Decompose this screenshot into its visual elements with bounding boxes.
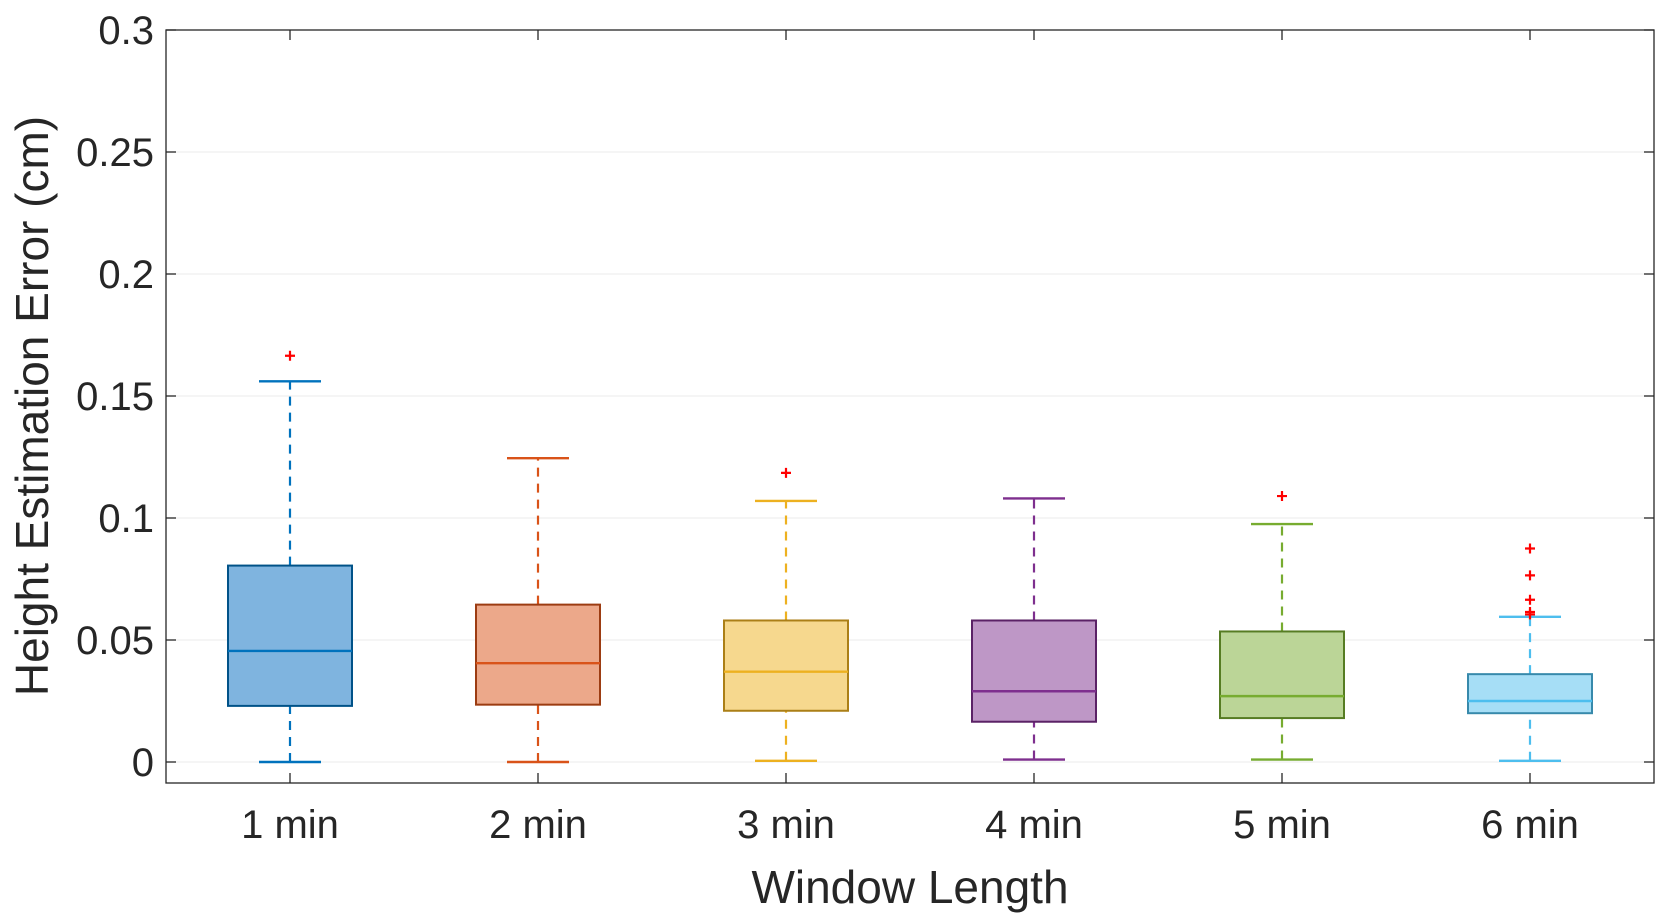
iqr-box — [971, 619, 1097, 723]
axis-ticks: 0 0.05 0.1 0.15 0.2 0.25 0.3 1 min 2 min 3 min 4 m… — [76, 9, 1654, 847]
outlier-marker — [1525, 606, 1535, 617]
plot-area-frame — [165, 29, 1655, 784]
outlier-marker — [1525, 543, 1535, 554]
box-2-min — [475, 457, 601, 764]
outlier-marker — [1277, 491, 1287, 502]
x-axis-label: Window Length — [751, 861, 1068, 913]
x-tick-label: 5 min — [1233, 803, 1331, 847]
iqr-box — [1219, 630, 1345, 720]
y-tick-label: 0.2 — [98, 253, 154, 297]
box-4-min — [971, 497, 1097, 761]
y-axis-label: Height Estimation Error (cm) — [6, 116, 58, 696]
y-tick-label: 0 — [132, 741, 154, 785]
box-6-min — [1467, 543, 1593, 762]
outlier-marker — [781, 467, 791, 478]
iqr-box — [227, 564, 353, 707]
x-tick-label: 1 min — [241, 803, 339, 847]
outlier-marker — [285, 350, 295, 361]
box-series — [227, 350, 1593, 764]
outlier-marker — [1525, 570, 1535, 581]
y-tick-label: 0.3 — [98, 9, 154, 53]
y-tick-label: 0.15 — [76, 375, 154, 419]
y-tick-label: 0.1 — [98, 497, 154, 541]
y-tick-label: 0.05 — [76, 619, 154, 663]
iqr-box — [475, 603, 601, 706]
box-1-min — [227, 350, 353, 764]
iqr-box — [1467, 673, 1593, 715]
iqr-box — [723, 619, 849, 712]
box-5-min — [1219, 491, 1345, 761]
y-tick-label: 0.25 — [76, 131, 154, 175]
x-tick-label: 4 min — [985, 803, 1083, 847]
x-tick-label: 6 min — [1481, 803, 1579, 847]
x-tick-label: 3 min — [737, 803, 835, 847]
grid-lines — [166, 151, 1654, 763]
outlier-marker — [1525, 594, 1535, 605]
box-3-min — [723, 467, 849, 762]
x-tick-label: 2 min — [489, 803, 587, 847]
